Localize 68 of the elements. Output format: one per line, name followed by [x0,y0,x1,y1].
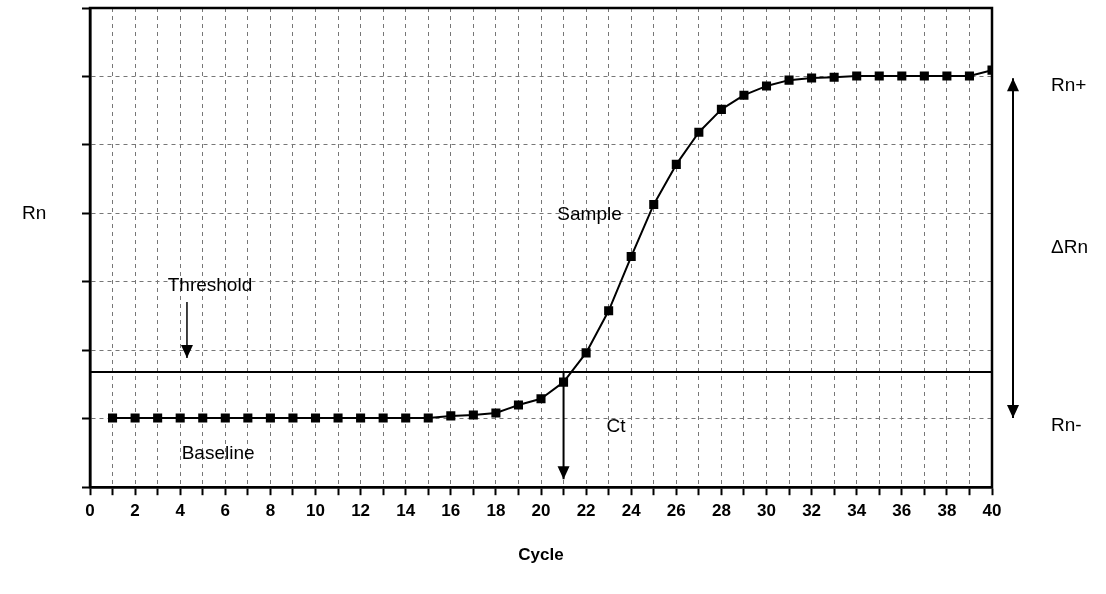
point [761,81,772,91]
point [964,71,974,81]
point [829,72,839,82]
x-tick-label: 10 [306,501,325,521]
point [649,199,659,209]
y-axis-title: Rn [22,201,47,223]
point [220,413,230,423]
point [919,71,929,81]
point [265,413,275,423]
point [401,413,411,423]
x-tick-label: 24 [621,501,642,521]
x-tick-label: 16 [441,501,461,521]
x-axis-title: Cycle [518,545,564,565]
point [468,410,478,420]
point [694,127,704,137]
point [198,413,208,423]
x-tick-label: 2 [130,501,140,521]
point [536,394,546,404]
point [581,348,591,358]
x-tick-label: 28 [711,501,731,521]
x-tick-label: 34 [847,501,867,521]
text: ΔRn [1051,236,1088,258]
point [671,159,681,169]
x-tick-label: 4 [175,501,186,521]
point [626,252,636,262]
series-label: Sample [557,202,622,224]
text: Rn+ [1051,74,1087,96]
x-tick-label: 14 [396,501,416,521]
point [423,413,433,423]
x-tick-label: 8 [265,501,276,521]
point [491,408,501,418]
point [874,71,884,81]
point [310,413,321,423]
point [446,411,456,421]
x-tick-label: 26 [666,501,686,521]
point [897,71,907,81]
point [175,413,185,423]
point [333,413,343,423]
point [784,75,794,85]
x-tick-label: 38 [937,501,957,521]
text: Rn- [1051,414,1082,436]
point [378,413,388,423]
x-tick-label: 30 [757,501,776,521]
point [604,306,614,316]
x-tick-label: 18 [486,501,506,521]
x-tick-label: 40 [982,501,1002,521]
point [243,413,253,423]
point [288,413,298,423]
x-tick-label: 12 [351,501,371,521]
annotation: Threshold [167,274,253,296]
x-tick-label: 22 [576,501,596,521]
annotation: Ct [606,415,627,437]
point [513,400,523,410]
x-tick-label: 6 [220,501,231,521]
point [153,413,163,423]
point [130,413,140,423]
point [942,71,952,81]
x-tick-label: 20 [531,501,551,521]
point [739,90,749,100]
x-tick-label: 32 [802,501,822,521]
point [356,413,366,423]
point [108,413,118,423]
point [852,71,862,81]
annotation: Baseline [181,442,255,464]
x-tick-label: 0 [85,501,95,521]
x-tick-label: 36 [892,501,912,521]
point [807,73,817,83]
point [716,104,726,114]
